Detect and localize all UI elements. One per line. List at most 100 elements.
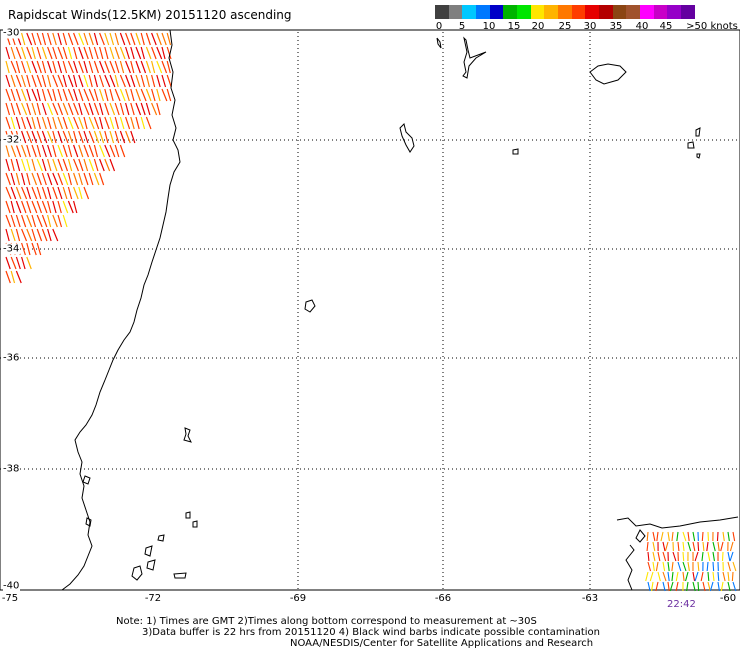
- wind-barb: [67, 116, 74, 130]
- wind-barb: [15, 88, 21, 102]
- inset-wind-barb: [682, 541, 685, 552]
- inset-wind-barb: [701, 531, 704, 542]
- wind-barb: [36, 60, 42, 74]
- wind-barb: [47, 200, 52, 214]
- wind-barb: [130, 32, 136, 46]
- wind-barb: [104, 158, 111, 172]
- wind-barb: [52, 186, 58, 200]
- wind-barb: [5, 228, 10, 242]
- map-frame: [0, 29, 740, 591]
- wind-barb: [83, 32, 89, 46]
- inset-wind-barb: [722, 531, 725, 542]
- wind-barb: [130, 46, 135, 60]
- wind-barb: [99, 32, 105, 46]
- wind-barb: [21, 242, 26, 256]
- wind-barb: [83, 60, 88, 74]
- wind-barb: [114, 32, 120, 46]
- wind-barb: [130, 116, 135, 130]
- wind-barb: [57, 172, 64, 186]
- lon-label-66: -66: [434, 593, 452, 604]
- wind-barb: [67, 144, 73, 158]
- wind-barb: [109, 130, 115, 144]
- inset-wind-barb: [676, 531, 679, 542]
- wind-barb: [36, 130, 43, 144]
- wind-barb: [47, 130, 53, 144]
- island-mid-b: [512, 148, 519, 155]
- inset-wind-barb: [692, 541, 696, 552]
- wind-barb: [99, 60, 105, 74]
- wind-barb: [73, 102, 79, 116]
- legend-swatch: [653, 5, 668, 19]
- wind-barb: [93, 74, 98, 88]
- wind-barb: [73, 172, 79, 186]
- inset-wind-barb: [650, 581, 654, 592]
- wind-barb: [10, 270, 16, 284]
- wind-barb: [47, 186, 52, 200]
- wind-barb: [88, 46, 94, 60]
- wind-barb: [93, 116, 100, 130]
- wind-barb: [15, 228, 21, 242]
- inset-wind-barb: [706, 541, 709, 552]
- wind-barb: [99, 116, 104, 130]
- inset-wind-barb: [732, 561, 737, 572]
- inset-wind-barb: [692, 531, 696, 542]
- wind-barb: [73, 186, 79, 200]
- wind-barb: [26, 158, 31, 172]
- wind-barb: [15, 116, 21, 130]
- legend-swatch: [599, 5, 613, 19]
- wind-barb: [109, 102, 116, 116]
- wind-barb: [130, 74, 136, 88]
- inset-wind-barb: [712, 551, 716, 562]
- wind-barb: [93, 60, 99, 74]
- wind-barb: [62, 214, 68, 228]
- inset-wind-barb: [721, 551, 724, 562]
- wind-barb: [78, 116, 84, 130]
- wind-barb: [99, 158, 105, 172]
- wind-barb: [31, 74, 37, 88]
- inset-wind-barb: [675, 581, 679, 592]
- wind-barb: [125, 46, 130, 60]
- wind-barb: [26, 186, 32, 200]
- inset-wind-barb: [712, 561, 715, 572]
- legend-label-20: 20: [531, 21, 545, 32]
- inset-time-label: 22:42: [667, 599, 696, 610]
- wind-barb: [78, 74, 84, 88]
- wind-barb: [47, 116, 52, 130]
- wind-barb: [67, 46, 73, 60]
- wind-barb: [52, 130, 57, 144]
- wind-barb: [78, 186, 83, 200]
- wind-barb: [78, 102, 83, 116]
- wind-barb: [114, 60, 120, 74]
- inset-wind-barbs: [645, 531, 737, 592]
- legend-label-15: 15: [507, 21, 521, 32]
- wind-barb: [88, 88, 95, 102]
- wind-barb: [26, 214, 33, 228]
- note-line-1: Note: 1) Times are GMT 2)Times along bot…: [116, 616, 537, 627]
- inset-wind-barb: [645, 571, 649, 582]
- wind-barb: [104, 116, 110, 130]
- wind-barb: [10, 186, 17, 200]
- graticule: [0, 32, 740, 590]
- wind-barb: [21, 32, 26, 46]
- wind-barb: [83, 74, 89, 88]
- wind-barb: [151, 60, 156, 74]
- wind-barb: [78, 144, 84, 158]
- lat-label-40: -40: [3, 580, 21, 592]
- inset-coastline: [616, 516, 739, 591]
- legend-swatch: [489, 5, 504, 19]
- wind-barb: [5, 116, 11, 130]
- wind-barb: [93, 172, 100, 186]
- inset-wind-barb: [697, 561, 700, 572]
- lon-label-72: -72: [144, 593, 162, 604]
- wind-barb: [151, 46, 157, 60]
- wind-barb: [67, 200, 74, 214]
- inset-wind-barb: [717, 571, 720, 582]
- inset-wind-barb: [709, 581, 714, 592]
- wind-barb: [41, 172, 47, 186]
- inset-wind-barb: [667, 531, 670, 542]
- wind-barb: [83, 130, 89, 144]
- inset-wind-barb: [671, 531, 674, 542]
- wind-barb: [41, 144, 47, 158]
- wind-barb: [36, 242, 42, 256]
- wind-barb: [41, 74, 47, 88]
